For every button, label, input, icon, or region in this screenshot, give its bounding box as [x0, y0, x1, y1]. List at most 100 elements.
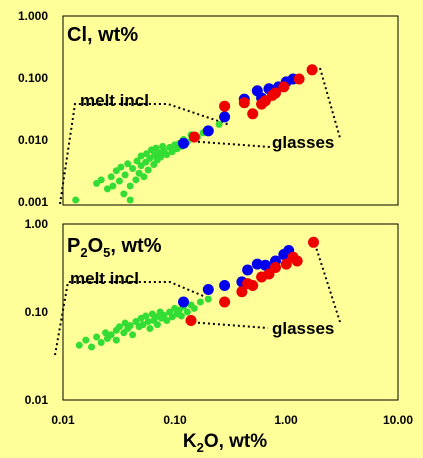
green-data-point — [115, 323, 123, 331]
melt-incl-guide-line — [59, 103, 231, 205]
green-data-point — [103, 185, 111, 193]
red-data-point — [238, 97, 250, 109]
green-data-point — [109, 182, 117, 190]
green-data-point — [115, 177, 123, 185]
y-tick-label: 0.01 — [25, 393, 49, 407]
red-data-point — [291, 255, 303, 267]
glasses-guide-line — [187, 321, 269, 329]
green-data-point — [126, 196, 134, 204]
y-tick-label: 0.010 — [18, 133, 48, 147]
green-data-point — [133, 157, 141, 165]
glasses-guide-line — [314, 243, 341, 323]
green-data-point — [204, 295, 212, 303]
panel-title-cl: Cl, wt% — [67, 24, 138, 46]
plot-frame-cl — [62, 15, 399, 206]
y-tick-label: 1.00 — [25, 217, 49, 231]
green-data-point — [129, 331, 137, 339]
green-data-point — [121, 171, 129, 179]
plot-frame-p2o5 — [62, 223, 399, 401]
green-data-point — [160, 311, 168, 319]
melt-incl-guide-line — [54, 281, 209, 356]
blue-data-point — [178, 296, 189, 308]
green-data-point — [196, 298, 204, 306]
green-data-point — [139, 321, 147, 329]
annotation-melt-incl: melt incl — [70, 269, 139, 288]
green-data-point — [97, 176, 105, 184]
green-data-point — [88, 343, 95, 351]
red-data-point — [219, 296, 231, 308]
green-data-point — [102, 329, 109, 337]
red-data-point — [270, 87, 281, 99]
glasses-guide-line — [187, 140, 271, 148]
y-tick-labels-p2o5: 1.00 0.10 0.01 — [25, 217, 49, 407]
green-data-point — [82, 336, 90, 344]
green-data-point — [124, 160, 132, 168]
blue-data-point — [242, 264, 254, 276]
red-data-point — [278, 81, 290, 93]
green-data-point — [153, 321, 161, 329]
x-tick-label: 1.00 — [274, 413, 298, 427]
red-data-point — [185, 315, 197, 326]
green-data-point — [97, 339, 105, 346]
panel-p2o5: P2O5, wt% 1.00 0.10 0.01 melt incl glass… — [25, 217, 399, 407]
red-data-point — [247, 280, 259, 291]
blue-data-point — [219, 111, 231, 123]
x-tick-label: 10.00 — [383, 413, 413, 427]
red-data-point — [293, 73, 305, 85]
red-data-point — [270, 262, 281, 273]
green-data-point — [112, 336, 120, 344]
x-tick-label: 0.10 — [163, 413, 187, 427]
red-data-point — [219, 100, 231, 112]
x-axis-label: K2O, wt% — [183, 431, 267, 455]
green-data-point — [137, 152, 145, 160]
green-data-point — [157, 153, 165, 161]
green-data-point — [126, 182, 134, 190]
x-tick-label: 0.01 — [51, 413, 75, 427]
panel-cl: Cl, wt% 1.000 0.100 0.010 0.001 melt inc… — [18, 9, 399, 209]
data-points-p2o5 — [75, 236, 319, 351]
blue-data-point — [251, 258, 263, 270]
green-data-point — [163, 151, 171, 159]
green-data-point — [152, 313, 160, 321]
green-data-point — [183, 308, 191, 316]
green-data-point — [146, 325, 154, 332]
annotation-glasses: glasses — [272, 319, 334, 338]
green-data-point — [215, 120, 223, 128]
red-data-point — [280, 258, 292, 270]
blue-data-point — [202, 284, 214, 295]
green-data-point — [120, 190, 128, 198]
annotation-melt-incl: melt incl — [80, 91, 149, 110]
y-tick-labels-cl: 1.000 0.100 0.010 0.001 — [18, 9, 48, 209]
y-tick-label: 1.000 — [18, 9, 48, 23]
red-data-point — [236, 286, 248, 298]
blue-data-point — [219, 280, 231, 291]
green-data-point — [72, 196, 80, 204]
red-data-point — [308, 236, 319, 248]
green-data-point — [129, 165, 137, 172]
annotation-glasses: glasses — [272, 133, 334, 152]
green-data-point — [132, 176, 140, 184]
green-data-point — [190, 304, 198, 312]
green-data-point — [75, 341, 83, 349]
green-data-point — [107, 331, 115, 339]
green-data-point — [163, 317, 171, 324]
blue-data-point — [202, 125, 214, 137]
red-data-point — [247, 108, 259, 120]
blue-data-point — [178, 137, 189, 149]
x-tick-labels: 0.01 0.10 1.00 10.00 — [51, 413, 413, 427]
y-tick-label: 0.10 — [25, 305, 49, 319]
annotation-guides-cl — [59, 67, 341, 205]
green-data-point — [144, 318, 152, 325]
blue-data-point — [259, 259, 271, 271]
y-tick-label: 0.001 — [18, 195, 48, 209]
green-data-point — [140, 173, 148, 181]
green-data-point — [142, 312, 150, 320]
annotation-guides-p2o5 — [54, 243, 341, 356]
green-data-point — [93, 333, 101, 341]
red-data-point — [188, 131, 200, 143]
green-data-point — [107, 173, 115, 181]
green-data-point — [177, 312, 185, 320]
data-points-cl — [72, 64, 318, 204]
y-tick-label: 0.100 — [18, 71, 48, 85]
